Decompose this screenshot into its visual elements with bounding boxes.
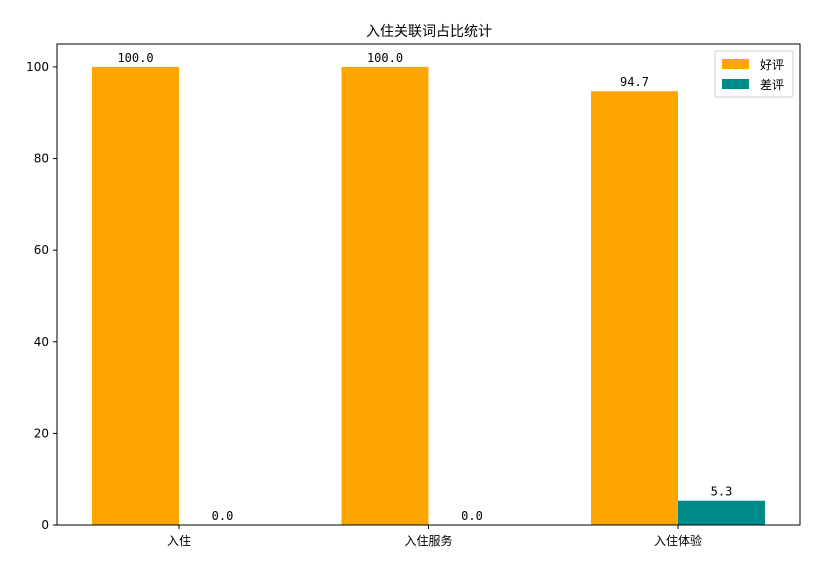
plot-area: 0 20 40 60 80 100 入住 100.0 0.0 入住服务 100.0 0.0 入住体验 94…: [26, 43, 801, 548]
y-tick-label: 40: [34, 335, 49, 349]
axes-frame: [56, 43, 801, 526]
x-tick-label: 入住体验: [654, 533, 702, 548]
data-label: 100.0: [367, 51, 403, 65]
data-label: 100.0: [117, 51, 153, 65]
bar: [678, 500, 765, 525]
legend-label: 好评: [760, 58, 784, 72]
data-label: 0.0: [212, 509, 234, 523]
bar: [341, 66, 429, 526]
y-tick-label: 20: [34, 426, 49, 440]
bar: [591, 91, 678, 525]
legend-label: 差评: [760, 78, 784, 92]
data-label: 94.7: [620, 75, 649, 89]
y-tick-label: 100: [26, 60, 49, 74]
y-tick-label: 60: [34, 243, 49, 257]
legend-swatch: [722, 59, 749, 69]
x-tick-label: 入住: [167, 534, 191, 548]
legend-swatch: [722, 79, 749, 89]
y-tick-label: 0: [41, 518, 49, 532]
data-label: 0.0: [461, 509, 483, 523]
y-tick-label: 80: [34, 152, 49, 166]
chart-title: 入住关联词占比统计: [366, 24, 492, 40]
bar: [92, 66, 179, 526]
x-tick-label: 入住服务: [404, 533, 452, 548]
data-label: 5.3: [711, 485, 733, 499]
